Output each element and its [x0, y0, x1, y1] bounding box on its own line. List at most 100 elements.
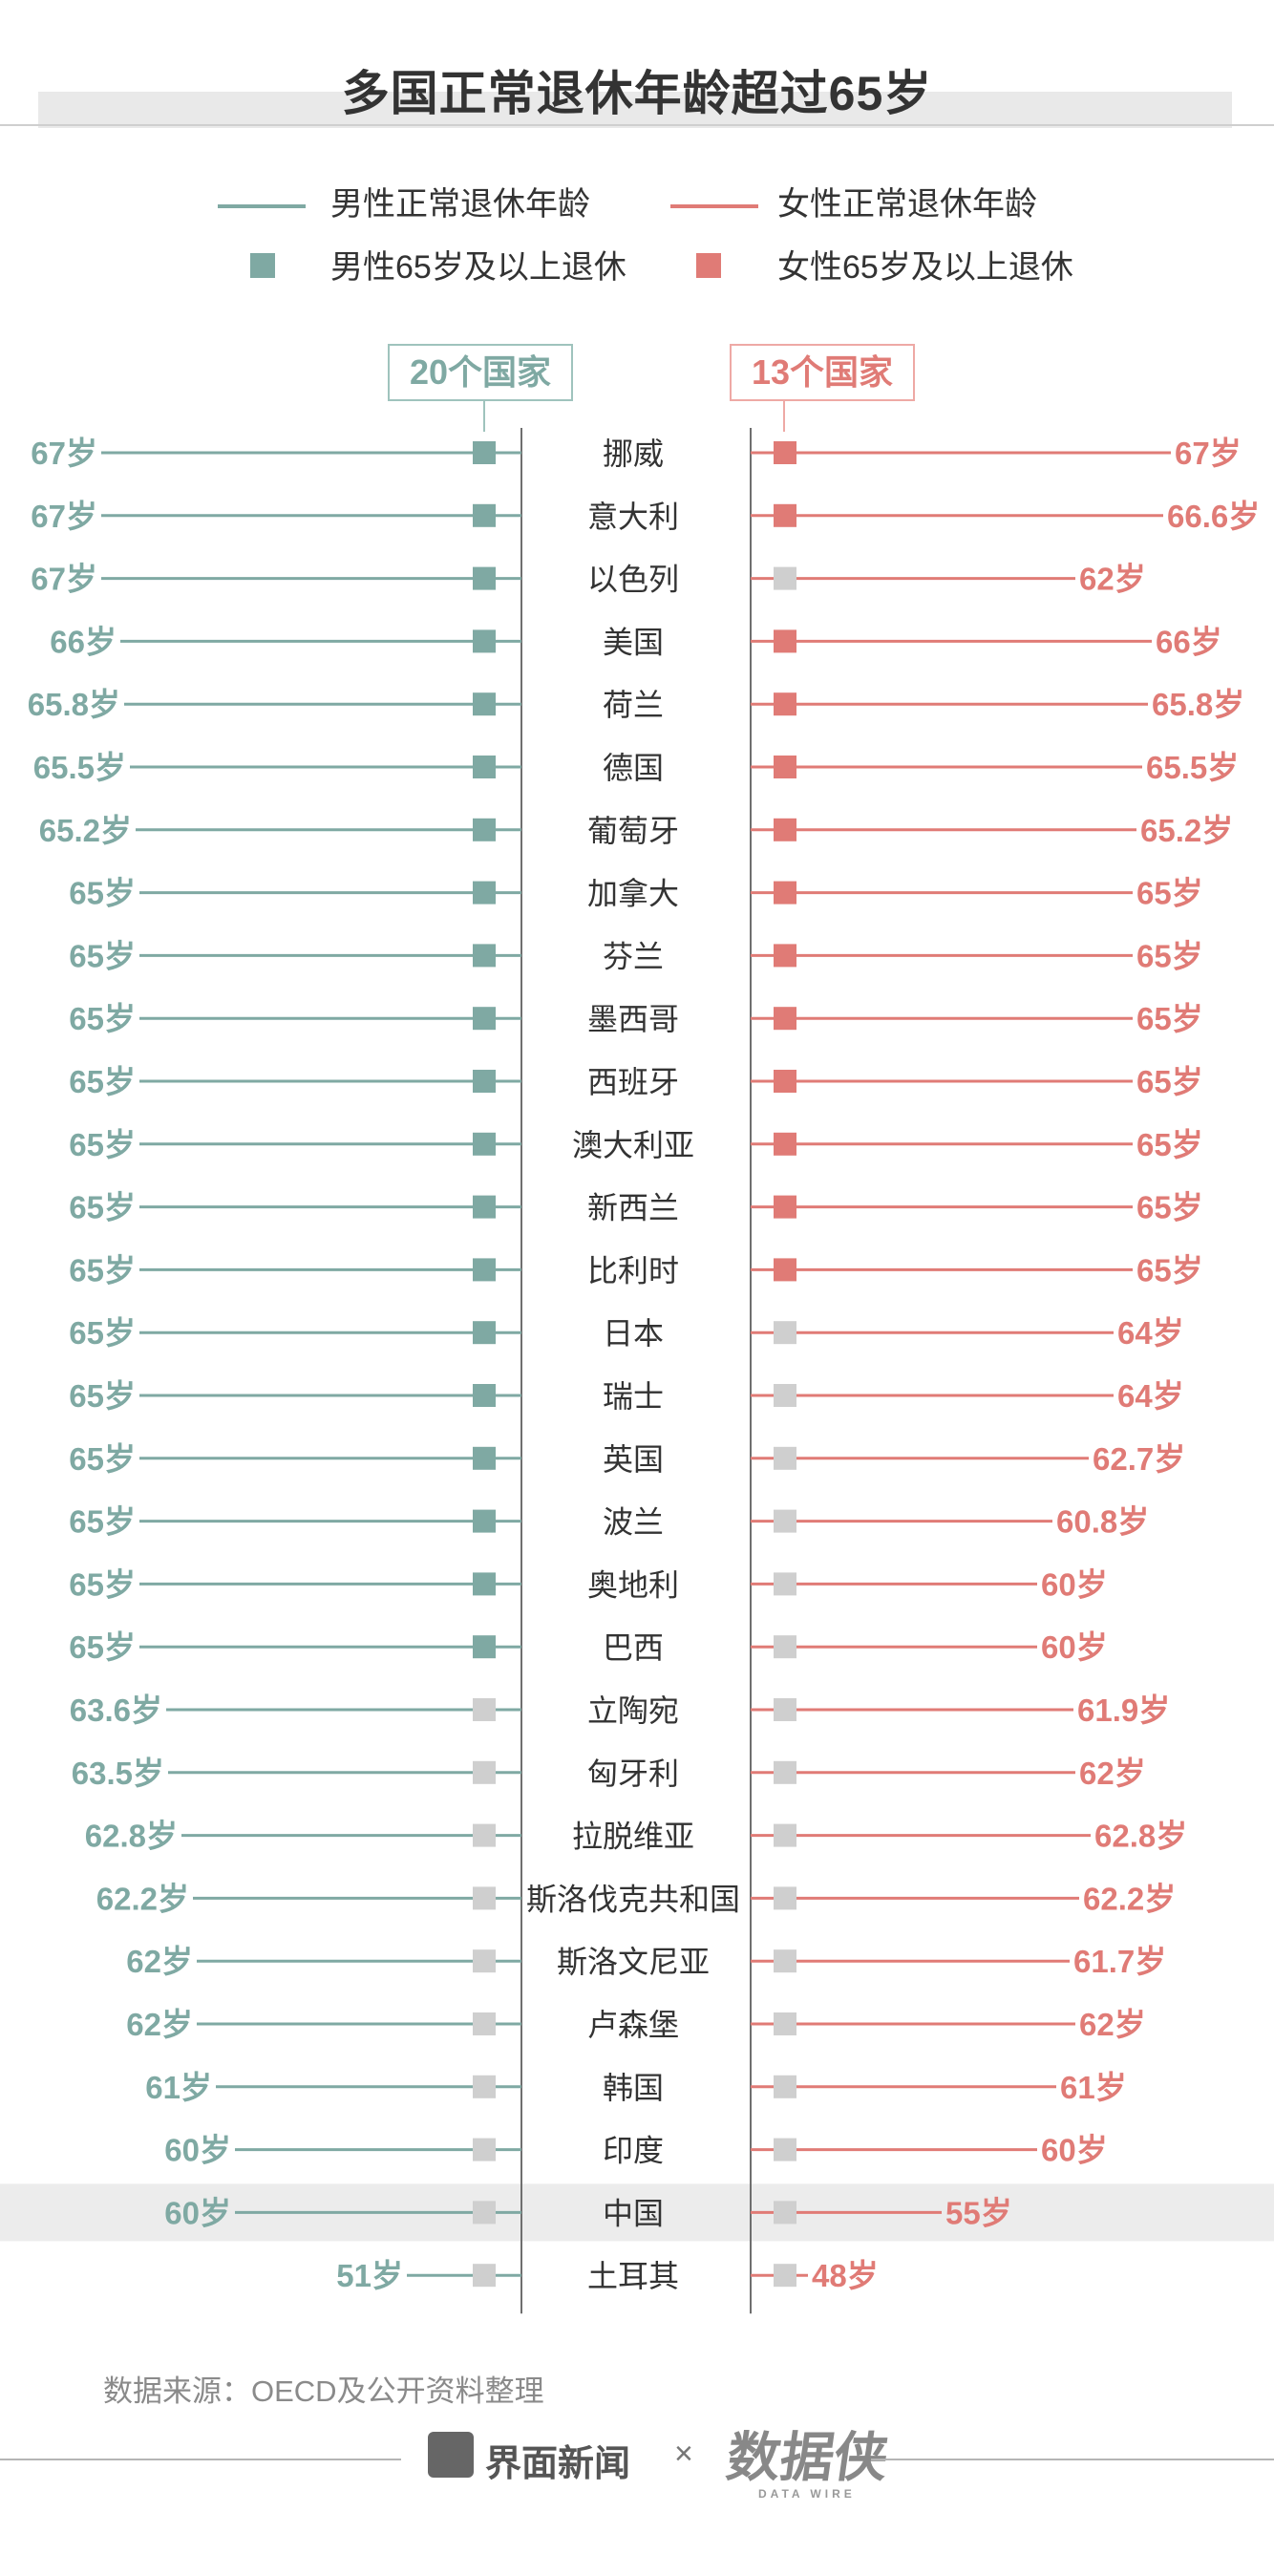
country-label: 奥地利	[587, 1567, 679, 1602]
male-value-label: 65岁	[69, 1566, 136, 1602]
female-value-label: 60.8岁	[1056, 1504, 1149, 1540]
male-value-label: 65岁	[69, 1629, 136, 1665]
female-square	[774, 629, 796, 653]
male-square	[473, 692, 496, 716]
female-value-label: 66.6岁	[1167, 499, 1260, 534]
male-value-label: 65岁	[69, 1378, 136, 1414]
legend-female-square-swatch	[696, 253, 721, 278]
male-square	[473, 1321, 496, 1345]
female-value-label: 65岁	[1136, 1190, 1203, 1225]
female-square	[774, 1509, 796, 1533]
male-square	[473, 1886, 496, 1910]
male-square	[473, 1635, 496, 1659]
footer-rule-right	[871, 2459, 1274, 2460]
country-label: 匈牙利	[587, 1756, 679, 1791]
retirement-age-chart: 67岁 67岁 挪威 67岁 66.6岁 意大利 67岁 62岁 以色列 66岁 66岁 美国 65.8…	[0, 428, 1274, 2314]
male-value-label: 65岁	[69, 1504, 136, 1540]
country-label: 瑞士	[603, 1379, 664, 1414]
female-square	[774, 1635, 796, 1659]
male-count-box: 20个国家	[388, 344, 573, 401]
male-value-label: 67岁	[31, 499, 97, 534]
male-square	[473, 756, 496, 778]
male-value-label: 65.2岁	[39, 813, 132, 848]
female-square	[774, 1886, 796, 1910]
male-square	[473, 1132, 496, 1156]
female-square	[774, 441, 796, 464]
female-square	[774, 944, 796, 968]
female-value-label: 61岁	[1060, 2070, 1127, 2105]
country-label: 中国	[603, 2196, 664, 2230]
male-value-label: 65岁	[69, 1252, 136, 1288]
female-value-label: 60岁	[1041, 1629, 1108, 1665]
female-square	[774, 1760, 796, 1784]
male-square	[473, 1698, 496, 1721]
country-label: 土耳其	[587, 2259, 679, 2293]
female-square	[774, 1823, 796, 1847]
male-square	[473, 2138, 496, 2161]
female-square	[774, 692, 796, 716]
female-square	[774, 1070, 796, 1093]
male-square	[473, 2012, 496, 2035]
legend-female-square-label: 女性65岁及以上退休	[777, 249, 1073, 286]
female-value-label: 62岁	[1079, 562, 1146, 597]
female-square	[774, 1384, 796, 1407]
female-value-label: 65岁	[1136, 938, 1203, 973]
female-count-tick	[783, 401, 785, 432]
male-value-label: 65岁	[69, 1064, 136, 1099]
male-value-label: 63.5岁	[72, 1756, 164, 1791]
country-label: 芬兰	[603, 939, 664, 973]
female-square	[774, 1321, 796, 1345]
female-value-label: 65.8岁	[1152, 687, 1244, 722]
male-value-label: 60岁	[164, 2133, 231, 2168]
male-square	[473, 1823, 496, 1847]
male-value-label: 61岁	[145, 2070, 212, 2105]
country-label: 立陶宛	[587, 1693, 679, 1728]
female-square	[774, 2138, 796, 2161]
chart-title: 多国正常退休年龄超过65岁	[341, 67, 933, 120]
title-band	[38, 92, 1232, 128]
female-square	[774, 2264, 796, 2288]
female-value-label: 62.7岁	[1093, 1441, 1185, 1477]
legend-male-line-swatch	[218, 204, 306, 208]
male-value-label: 51岁	[336, 2258, 403, 2293]
country-label: 巴西	[603, 1630, 664, 1665]
female-value-label: 65岁	[1136, 1064, 1203, 1099]
country-label: 新西兰	[587, 1191, 679, 1225]
female-value-label: 61.9岁	[1077, 1692, 1170, 1728]
female-square	[774, 1446, 796, 1470]
legend-male-square-swatch	[250, 253, 275, 278]
country-label: 荷兰	[603, 688, 664, 722]
data-wire-logo: 数据侠	[722, 2426, 893, 2489]
country-label: 葡萄牙	[587, 814, 679, 848]
female-square	[774, 1572, 796, 1596]
female-square	[774, 756, 796, 778]
male-value-label: 62岁	[126, 2007, 193, 2042]
country-label: 比利时	[587, 1253, 679, 1288]
female-value-label: 64岁	[1117, 1378, 1184, 1414]
female-square	[774, 566, 796, 590]
male-square	[473, 1195, 496, 1219]
male-value-label: 65岁	[69, 1127, 136, 1162]
female-square	[774, 2075, 796, 2098]
female-value-label: 65岁	[1136, 1127, 1203, 1162]
female-square	[774, 2201, 796, 2225]
female-value-label: 65岁	[1136, 1252, 1203, 1288]
country-label: 以色列	[587, 563, 679, 597]
male-square	[473, 1572, 496, 1596]
female-square	[774, 1949, 796, 1973]
country-label: 美国	[603, 625, 664, 659]
highlight-row	[0, 2183, 1274, 2242]
female-count-box: 13个国家	[730, 344, 915, 401]
legend-female-line-swatch	[670, 204, 758, 208]
male-square	[473, 944, 496, 968]
country-label: 德国	[603, 751, 664, 785]
female-square	[774, 1007, 796, 1031]
female-value-label: 60岁	[1041, 1566, 1108, 1602]
male-square	[473, 503, 496, 527]
female-square	[774, 818, 796, 841]
country-label: 斯洛伐克共和国	[526, 1882, 740, 1916]
female-square	[774, 1698, 796, 1721]
male-count-tick	[483, 401, 485, 432]
country-label: 韩国	[603, 2071, 664, 2105]
times-sign: ×	[674, 2436, 693, 2472]
